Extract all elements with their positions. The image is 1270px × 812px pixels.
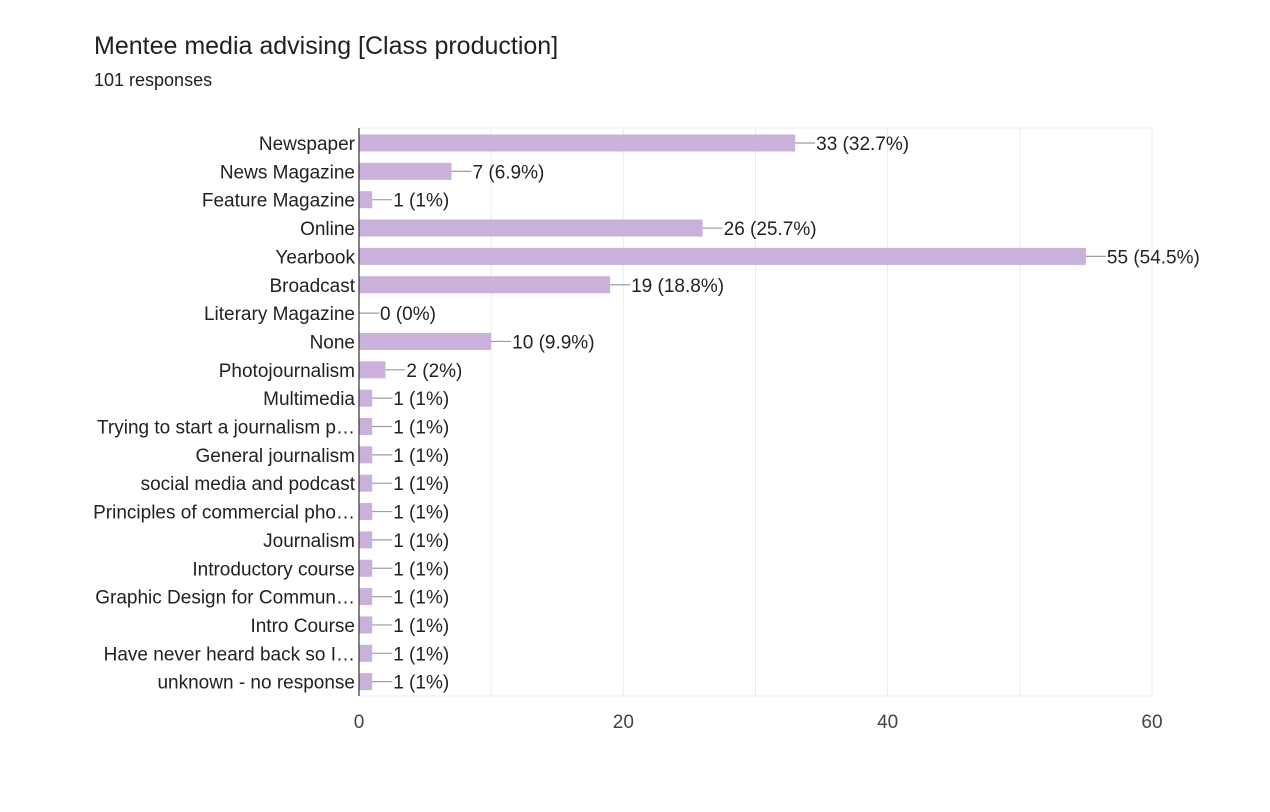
data-label: 1 (1%) — [393, 418, 449, 439]
bar — [359, 418, 373, 435]
data-label: 1 (1%) — [393, 673, 449, 694]
category-label: News Magazine — [220, 162, 355, 183]
category-label: social media and podcast — [141, 474, 356, 495]
category-label: Broadcast — [269, 276, 355, 297]
bar — [359, 531, 373, 549]
bar — [359, 276, 611, 294]
x-tick-label: 0 — [354, 712, 365, 733]
data-label: 33 (32.7%) — [816, 134, 909, 155]
x-tick-label: 60 — [1141, 712, 1162, 733]
x-tick-label: 20 — [613, 712, 634, 733]
bar — [359, 644, 373, 662]
bar — [359, 446, 373, 464]
response-count: 101 responses — [94, 70, 213, 90]
data-label: 1 (1%) — [393, 559, 449, 580]
data-label: 1 (1%) — [393, 531, 449, 552]
category-label: Online — [300, 219, 355, 240]
data-label: 1 (1%) — [393, 191, 449, 212]
bar — [359, 134, 796, 152]
data-label: 1 (1%) — [393, 503, 449, 524]
bar — [359, 191, 373, 209]
data-label: 1 (1%) — [393, 588, 449, 609]
category-label: Graphic Design for Commun… — [95, 588, 355, 609]
x-tick-label: 40 — [877, 712, 898, 733]
category-label: unknown - no response — [157, 673, 355, 694]
category-label: Literary Magazine — [204, 304, 355, 325]
category-label: Intro Course — [250, 616, 355, 637]
bar — [359, 616, 373, 634]
category-label: General journalism — [196, 446, 355, 467]
category-label: Feature Magazine — [202, 191, 355, 212]
data-label: 0 (0%) — [380, 304, 436, 325]
category-label: Yearbook — [275, 247, 355, 268]
category-label: Trying to start a journalism p… — [97, 418, 355, 439]
chart-title: Mentee media advising [Class production] — [94, 32, 559, 60]
category-label: Photojournalism — [219, 361, 355, 382]
bar — [359, 559, 373, 577]
category-label: Have never heard back so I… — [104, 644, 355, 665]
bar — [359, 162, 452, 180]
chart-header: Mentee media advising [Class production]… — [94, 30, 558, 92]
data-label: 10 (9.9%) — [512, 332, 594, 353]
bar — [359, 673, 373, 691]
bar — [359, 332, 492, 350]
data-label: 55 (54.5%) — [1107, 247, 1200, 268]
category-label: None — [310, 332, 355, 353]
category-label: Principles of commercial pho… — [93, 503, 355, 524]
data-label: 19 (18.8%) — [631, 276, 724, 297]
bar — [359, 247, 1086, 265]
data-label: 1 (1%) — [393, 446, 449, 467]
category-label: Multimedia — [263, 389, 355, 410]
data-label: 26 (25.7%) — [724, 219, 817, 240]
category-label: Newspaper — [259, 134, 356, 155]
data-label: 2 (2%) — [406, 361, 462, 382]
category-label: Introductory course — [192, 559, 355, 580]
data-label: 1 (1%) — [393, 644, 449, 665]
bar — [359, 219, 703, 237]
bar — [359, 361, 386, 379]
data-label: 7 (6.9%) — [473, 162, 545, 183]
bar — [359, 474, 373, 492]
data-label: 1 (1%) — [393, 616, 449, 637]
bar — [359, 389, 373, 407]
bar — [359, 588, 373, 606]
bar — [359, 503, 373, 521]
category-label: Journalism — [263, 531, 355, 552]
data-label: 1 (1%) — [393, 474, 449, 495]
data-label: 1 (1%) — [393, 389, 449, 410]
